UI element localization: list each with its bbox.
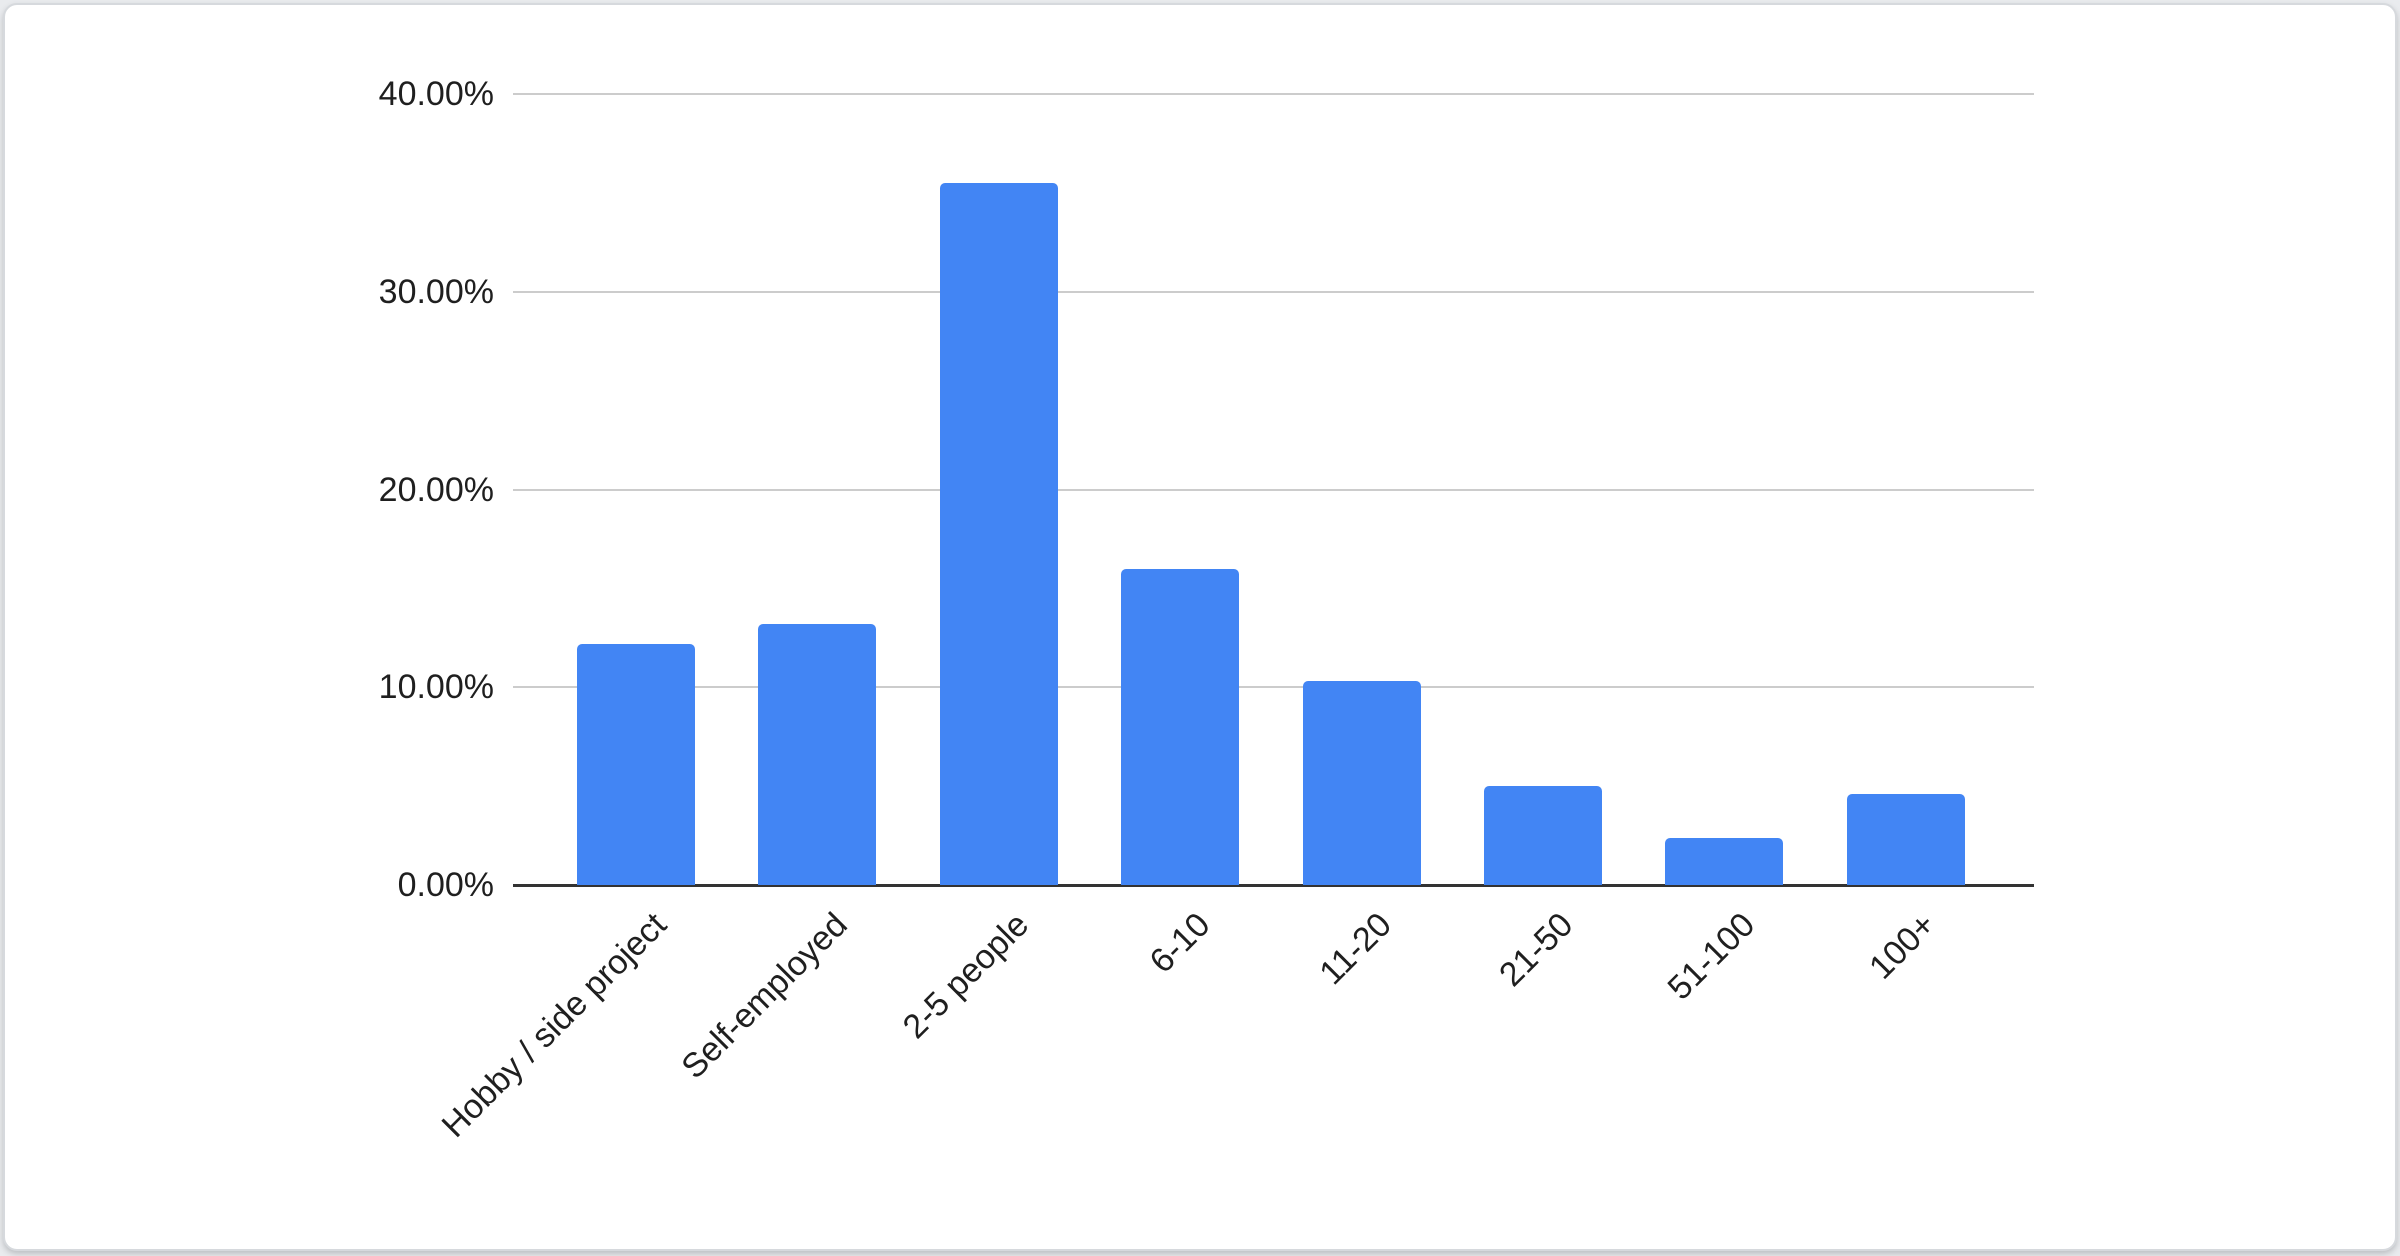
bar-100 [1846,794,1965,885]
y-axis-tick-label: 0.00% [397,866,494,904]
bar-6-10 [1121,568,1240,885]
x-axis-category-label: 2-5 people [895,905,1037,1047]
x-axis-line [513,884,2034,887]
bar-51-100 [1665,837,1784,885]
plot-area [513,93,2034,887]
gridline [513,686,2034,689]
bar-21-50 [1484,786,1602,885]
y-axis: 40.00% 30.00% 20.00% 10.00% 0.00% [5,77,494,902]
bar-11-20 [1302,681,1421,885]
x-axis-category-label: 11-20 [1312,905,1400,993]
x-axis: Hobby / side project Self-employed 2-5 peo… [434,905,2034,1247]
gridline [513,290,2034,293]
bar-2-5-people [939,183,1058,885]
x-axis-category-label: 21-50 [1492,905,1581,994]
x-axis-category-label: 100+ [1862,905,1944,987]
x-axis-category-label: 6-10 [1142,905,1218,981]
bar-self-employed [758,623,877,885]
chart-card: 40.00% 30.00% 20.00% 10.00% 0.00% Hobby / si… [3,3,2397,1251]
y-axis-tick-label: 10.00% [378,668,494,707]
gridline [513,488,2034,491]
bar-hobby-side-project [577,643,695,885]
y-axis-tick-label: 40.00% [378,75,494,113]
x-axis-category-label: 51-100 [1660,905,1762,1008]
x-axis-category-label: Self-employed [674,905,855,1087]
x-axis-category-label: Hobby / side project [434,905,674,1145]
y-axis-tick-label: 20.00% [378,470,494,509]
gridline [513,93,2034,95]
y-axis-tick-label: 30.00% [378,272,494,311]
